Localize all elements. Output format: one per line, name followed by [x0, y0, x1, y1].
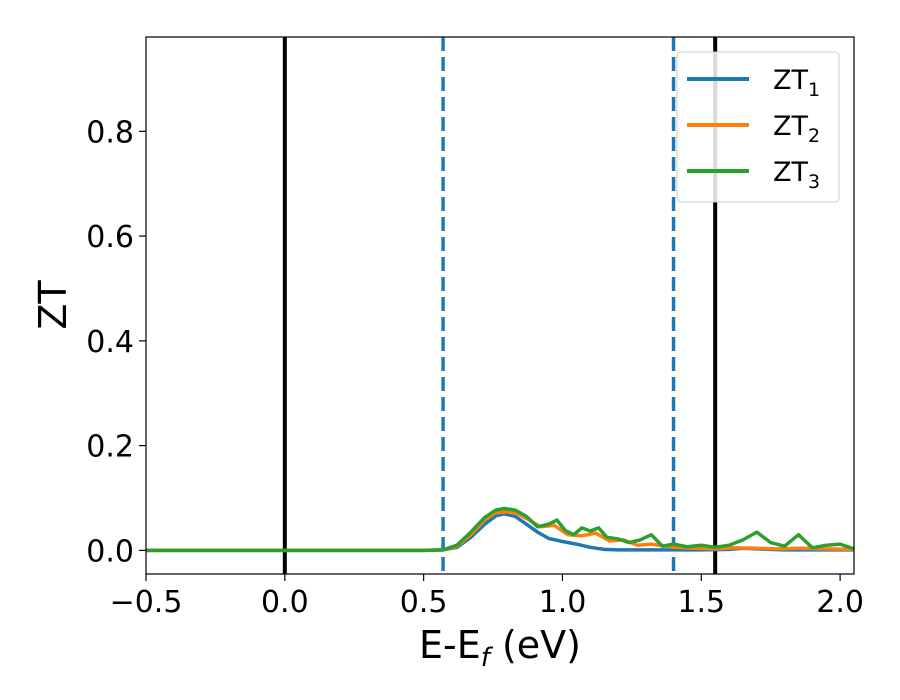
series-line-3 [146, 506, 854, 553]
legend: ZT1 ZT2 ZT3 [676, 51, 840, 203]
legend-label-1: ZT1 [773, 65, 820, 101]
y-tick-label-3: 0.6 [86, 220, 134, 255]
x-axis-label: E-Ef (eV) [419, 623, 581, 673]
x-axis-ticks: −0.5 0.0 0.5 1.0 1.5 2.0 [110, 574, 864, 620]
legend-label-3: ZT3 [773, 157, 820, 193]
x-tick-label-5: 2.0 [816, 585, 864, 620]
y-axis-label: ZT [31, 280, 75, 330]
series-line-2 [146, 509, 854, 553]
series-lines [146, 506, 854, 553]
x-tick-label-4: 1.5 [677, 585, 725, 620]
x-tick-label-3: 1.0 [539, 585, 587, 620]
x-axis-label-main: E-E [419, 623, 481, 667]
y-tick-label-4: 0.8 [86, 115, 134, 150]
y-tick-label-2: 0.4 [86, 325, 134, 360]
y-tick-label-0: 0.0 [86, 534, 134, 569]
x-axis-label-suffix: (eV) [490, 623, 581, 667]
y-tick-label-1: 0.2 [86, 430, 134, 465]
x-tick-label-1: 0.0 [261, 585, 309, 620]
y-axis-ticks: 0.0 0.2 0.4 0.6 0.8 [86, 115, 146, 569]
legend-frame [676, 51, 840, 203]
x-tick-label-0: −0.5 [110, 585, 183, 620]
x-tick-label-2: 0.5 [400, 585, 448, 620]
plot-frame [145, 36, 855, 575]
legend-label-2: ZT2 [773, 111, 820, 147]
